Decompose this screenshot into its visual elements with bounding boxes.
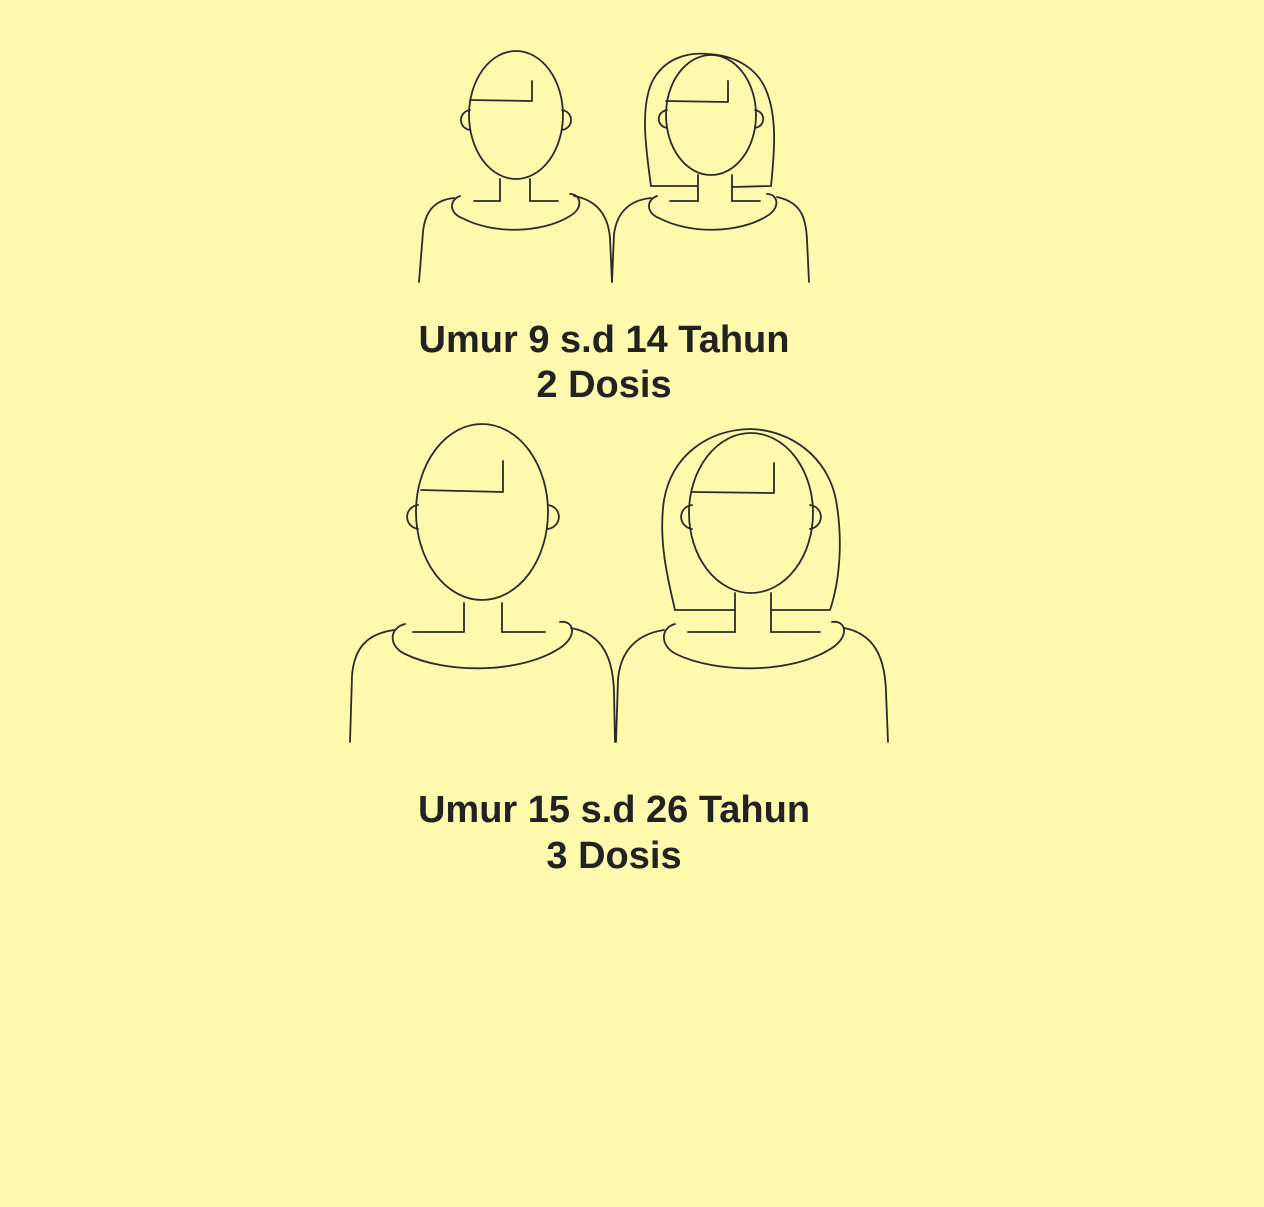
group-2-boy-figure bbox=[349, 423, 616, 743]
group-1-age-label: Umur 9 s.d 14 Tahun bbox=[418, 319, 790, 361]
group-1-girl-hijab-figure bbox=[611, 52, 810, 283]
group-1-boy-figure bbox=[418, 50, 613, 283]
group-2-age-label: Umur 15 s.d 26 Tahun bbox=[417, 789, 811, 831]
group-1-dose-label: 2 Dosis bbox=[536, 364, 672, 406]
group-2-dose-label: 3 Dosis bbox=[546, 835, 682, 877]
group-2-girl-hijab-figure bbox=[615, 428, 889, 743]
